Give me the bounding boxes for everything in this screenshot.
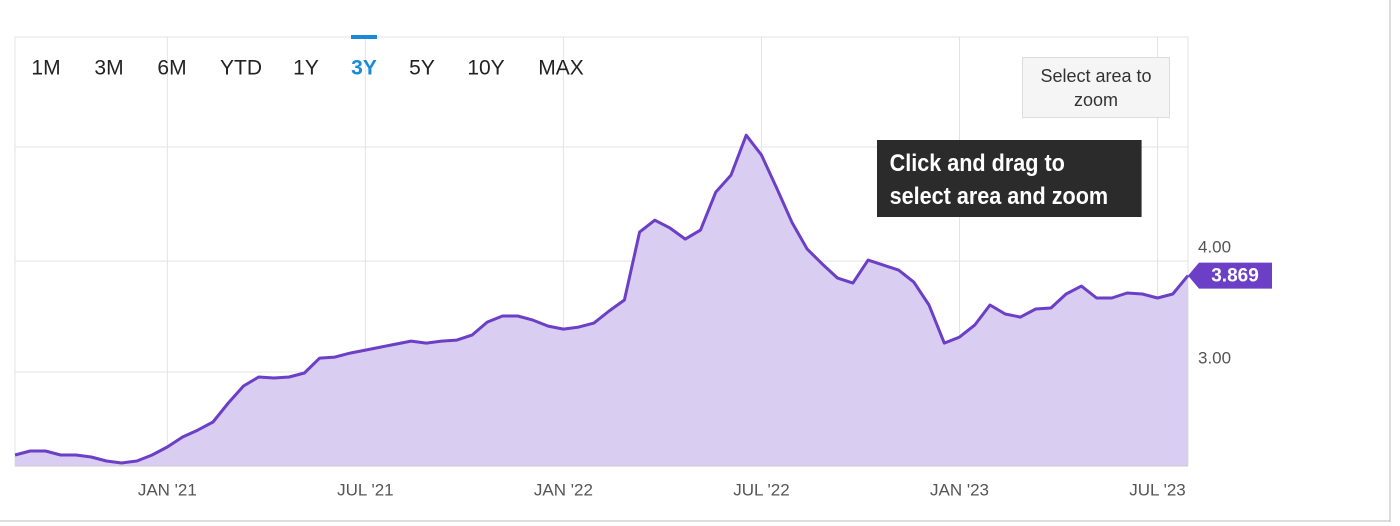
- range-button[interactable]: 3Y: [351, 57, 377, 80]
- x-tick-label: JUL '21: [337, 480, 393, 499]
- x-tick-label: JAN '22: [534, 480, 593, 499]
- range-button[interactable]: 1M: [31, 57, 60, 80]
- zoom-button[interactable]: Select area to zoom: [1022, 57, 1170, 118]
- x-tick-label: JAN '21: [138, 480, 197, 499]
- range-button[interactable]: 5Y: [409, 57, 435, 80]
- x-tick-label: JUL '22: [733, 480, 789, 499]
- line: [14, 133, 1190, 465]
- x-tick-label: JAN '23: [930, 480, 989, 499]
- last-value-label: 3.869: [1211, 266, 1259, 287]
- range-button[interactable]: MAX: [538, 57, 584, 80]
- range-button[interactable]: YTD: [220, 57, 262, 80]
- area: [15, 135, 1188, 466]
- tooltip: Click and drag to select area and zoom: [877, 140, 1142, 217]
- x-tick-label: JUL '23: [1129, 480, 1185, 499]
- range-button[interactable]: 1Y: [293, 57, 319, 80]
- range-button[interactable]: 10Y: [467, 57, 504, 80]
- range-button[interactable]: 3M: [94, 57, 123, 80]
- y-tick-label: 3.00: [1198, 349, 1231, 368]
- range-button[interactable]: 6M: [157, 57, 186, 80]
- last-value-badge: [1188, 262, 1272, 289]
- active-indicator: [351, 35, 377, 39]
- y-tick-label: 4.00: [1198, 238, 1231, 257]
